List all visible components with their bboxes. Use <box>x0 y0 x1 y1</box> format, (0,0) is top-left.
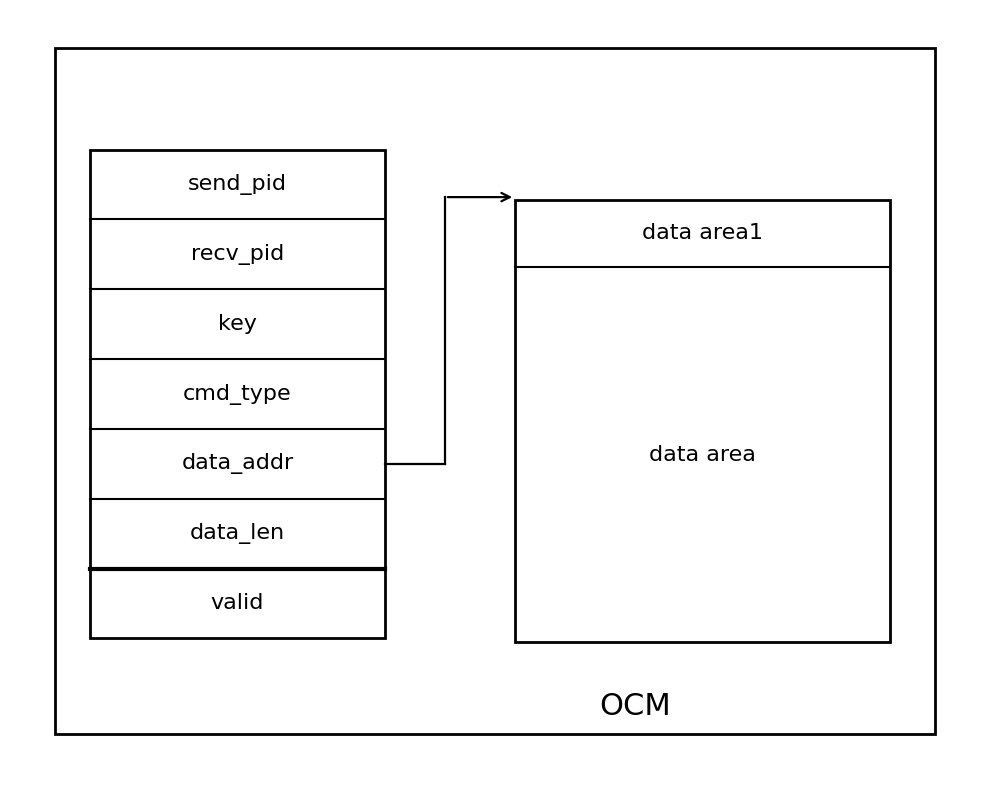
Text: send_pid: send_pid <box>188 174 287 195</box>
Text: data area: data area <box>649 444 756 465</box>
Text: cmd_type: cmd_type <box>183 384 292 405</box>
Text: data_len: data_len <box>190 523 285 544</box>
Text: valid: valid <box>211 594 264 614</box>
Text: data_addr: data_addr <box>181 453 294 474</box>
Bar <box>515 200 890 642</box>
Text: recv_pid: recv_pid <box>191 244 284 265</box>
Bar <box>55 48 935 734</box>
Text: data area1: data area1 <box>642 223 763 243</box>
Text: key: key <box>218 314 257 334</box>
Bar <box>90 150 385 638</box>
Text: OCM: OCM <box>599 692 671 721</box>
